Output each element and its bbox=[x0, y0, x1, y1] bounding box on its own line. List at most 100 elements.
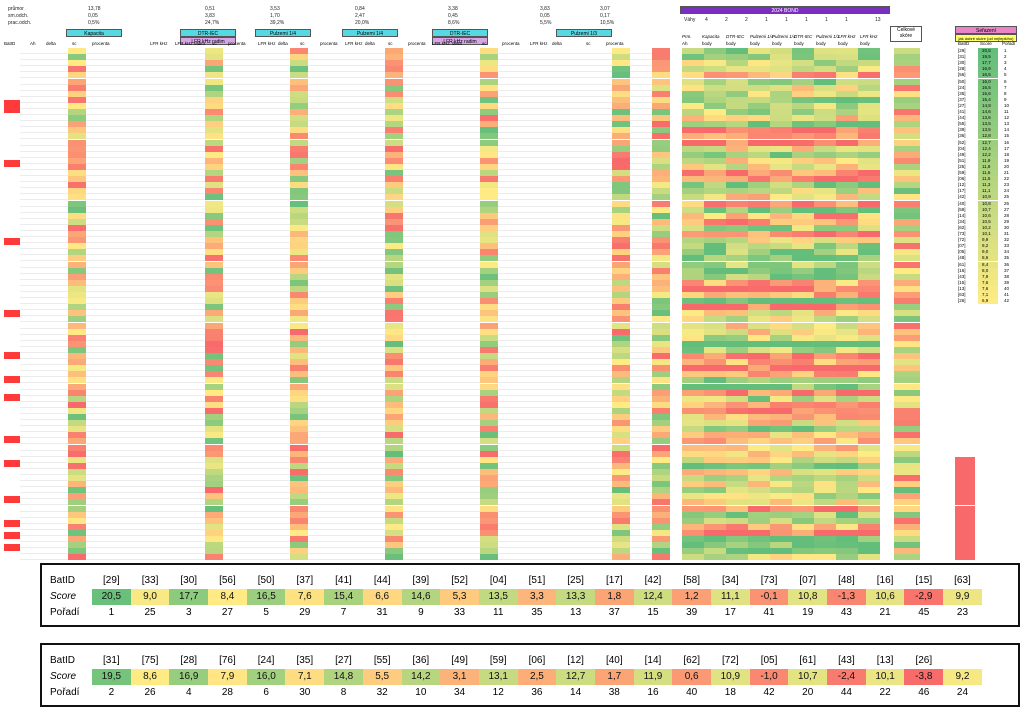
grid-heat-cell bbox=[480, 96, 498, 103]
grid-heat-cell bbox=[68, 255, 86, 262]
ranked-score: 10,6 bbox=[982, 212, 991, 218]
grid-row-line bbox=[20, 461, 670, 463]
heat-cell bbox=[748, 505, 770, 512]
heat-cell bbox=[748, 243, 770, 250]
grid-heat-cell bbox=[652, 298, 670, 305]
batid-cell: [33] bbox=[141, 575, 159, 586]
heat-cell bbox=[704, 304, 726, 311]
grid-row-line bbox=[20, 65, 670, 67]
grid-heat-cell bbox=[205, 133, 223, 140]
grid-heat-cell bbox=[652, 426, 670, 433]
grid-heat-cell bbox=[385, 60, 403, 67]
heat-cell bbox=[748, 224, 770, 231]
heat-cell bbox=[726, 151, 748, 158]
heat-cell bbox=[704, 389, 726, 396]
grid-heat-cell bbox=[205, 188, 223, 195]
heat-cell bbox=[836, 206, 858, 213]
grid-heat-cell bbox=[385, 407, 403, 414]
heat-cell bbox=[814, 224, 836, 231]
batid-cell: [76] bbox=[219, 655, 236, 666]
ranked-position: 41 bbox=[1004, 292, 1010, 297]
ranked-score-cell bbox=[955, 462, 975, 469]
grid-heat-cell bbox=[68, 237, 86, 244]
grid-row-line bbox=[20, 419, 670, 420]
heat-cell bbox=[858, 298, 880, 305]
heat-cell bbox=[836, 438, 858, 445]
grid-row-line bbox=[20, 498, 670, 500]
grid-heat-cell bbox=[480, 487, 498, 494]
batid-marker bbox=[4, 352, 20, 359]
heat-cell bbox=[792, 121, 814, 128]
ranked-position: 18 bbox=[1004, 151, 1010, 157]
ranked-batid: [44] bbox=[958, 115, 966, 121]
grid-heat-cell bbox=[385, 395, 403, 402]
heat-cell bbox=[726, 536, 748, 542]
heat-cell bbox=[858, 407, 880, 414]
ranked-score-cell bbox=[978, 66, 998, 73]
summary-value: 10,5% bbox=[600, 20, 615, 26]
rank-cell: 1 bbox=[108, 607, 115, 618]
heat-cell bbox=[682, 414, 704, 420]
rank-cell: 35 bbox=[531, 607, 543, 618]
heat-cell bbox=[836, 426, 858, 433]
grid-row-line bbox=[20, 229, 670, 231]
rank-cell: 12 bbox=[492, 687, 504, 698]
grid-heat-cell bbox=[480, 420, 498, 427]
heat-cell bbox=[858, 328, 880, 335]
ranked-score-cell bbox=[955, 487, 975, 494]
heat-cell bbox=[704, 182, 726, 189]
heat-cell bbox=[704, 475, 726, 481]
grid-heat-cell bbox=[68, 316, 86, 323]
batid-cell: [73] bbox=[760, 575, 778, 586]
total-cell bbox=[894, 517, 920, 524]
grid-heat-cell bbox=[652, 145, 670, 152]
heat-cell bbox=[704, 426, 726, 433]
grid-heat-cell bbox=[652, 48, 670, 54]
grid-heat-cell bbox=[612, 60, 630, 67]
grid-row-line bbox=[20, 388, 670, 390]
heat-cell bbox=[814, 346, 836, 353]
grid-heat-cell bbox=[68, 334, 86, 341]
heat-cell bbox=[792, 139, 814, 146]
ranked-score-cell bbox=[955, 536, 975, 542]
ranked-score-cell bbox=[955, 548, 975, 555]
ranked-score: 20,5 bbox=[982, 48, 991, 53]
heat-cell bbox=[792, 66, 814, 73]
summary-value: 0,51 bbox=[205, 6, 215, 12]
heat-cell bbox=[682, 243, 704, 250]
summary-value: 3,53 bbox=[270, 6, 280, 12]
grid-heat-cell bbox=[385, 383, 403, 390]
grid-heat-cell bbox=[290, 224, 308, 231]
grid-heat-cell bbox=[290, 170, 308, 176]
grid-row-line bbox=[20, 266, 670, 268]
weight-value: 2 bbox=[725, 17, 728, 23]
grid-heat-cell bbox=[612, 72, 630, 79]
heat-cell bbox=[792, 60, 814, 67]
heat-cell bbox=[792, 420, 814, 427]
grid-heat-cell bbox=[205, 255, 223, 262]
grid-heat-cell bbox=[652, 218, 670, 225]
heat-cell bbox=[704, 462, 726, 469]
heat-cell bbox=[814, 163, 836, 170]
heat-cell bbox=[682, 548, 704, 555]
total-cell bbox=[894, 432, 920, 439]
grid-row-line bbox=[20, 382, 670, 384]
row-label: Score bbox=[50, 591, 77, 602]
grid-heat-cell bbox=[612, 353, 630, 359]
heat-cell bbox=[792, 145, 814, 152]
heat-cell bbox=[858, 322, 880, 329]
batid-marker bbox=[4, 100, 20, 107]
heat-cell bbox=[814, 493, 836, 500]
summary-value: 0,45 bbox=[448, 13, 458, 19]
total-cell bbox=[894, 426, 920, 433]
grid-heat-cell bbox=[480, 383, 498, 390]
grid-heat-cell bbox=[385, 66, 403, 73]
score-column-subheader: body bbox=[816, 41, 826, 46]
grid-heat-cell bbox=[205, 401, 223, 408]
ranked-score-cell bbox=[978, 218, 998, 225]
grid-row-line bbox=[20, 467, 670, 469]
heat-cell bbox=[748, 542, 770, 549]
heat-cell bbox=[814, 133, 836, 140]
score-cell: 2,5 bbox=[517, 669, 557, 685]
grid-heat-cell bbox=[612, 462, 630, 469]
